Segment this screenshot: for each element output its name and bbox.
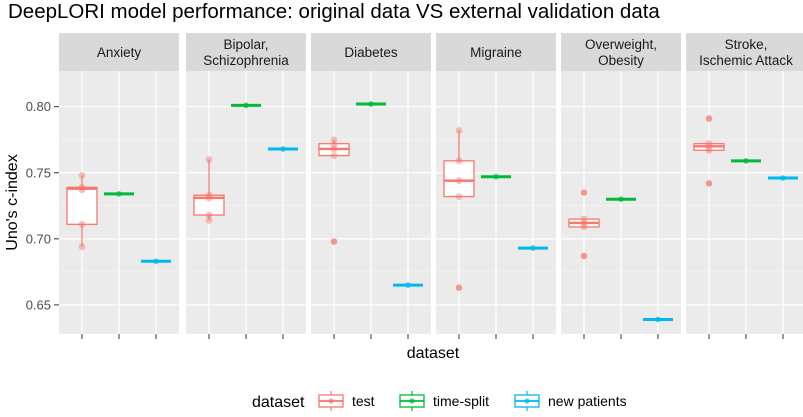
time_split-point (618, 196, 624, 202)
new_patients-point (530, 245, 536, 251)
facet-strip (561, 33, 681, 71)
facet-label: Schizophrenia (203, 53, 289, 68)
new_patients-point (153, 258, 159, 265)
test-point (330, 136, 338, 144)
test-point (330, 141, 338, 149)
box-outlier (331, 238, 337, 245)
test-point (705, 179, 713, 187)
box-outlier (456, 284, 462, 291)
test-point (580, 215, 588, 223)
y-tick-label: 0.80 (26, 99, 51, 114)
legend-label: time-split (433, 393, 489, 409)
facet-strip (436, 33, 556, 71)
time_split-point (243, 102, 249, 109)
test-point (455, 193, 463, 200)
new_patients-point (405, 282, 411, 288)
y-axis-title: Uno's c-index (4, 154, 21, 250)
new_patients-point (280, 146, 286, 152)
facet-strip (686, 33, 803, 71)
facet-label: Migraine (470, 45, 522, 60)
time_split-point (493, 173, 499, 180)
test-point (78, 243, 86, 251)
y-tick-label: 0.70 (26, 231, 51, 246)
test-point (455, 177, 463, 185)
test-point (580, 189, 588, 196)
legend-key-point (409, 398, 415, 404)
test-point (455, 127, 463, 134)
test-point (78, 172, 86, 179)
facet-label: Diabetes (344, 45, 398, 60)
facet-strip (186, 33, 306, 71)
test-point (205, 156, 213, 163)
test-point (78, 220, 86, 228)
facet-label: Ischemic Attack (699, 53, 793, 68)
test-point (78, 183, 86, 191)
legend-key-point (328, 398, 334, 404)
time_split-point (116, 191, 122, 197)
test-point (205, 194, 213, 202)
time_split-point (743, 158, 749, 164)
test-point (455, 157, 463, 165)
legend-label: new patients (548, 393, 627, 409)
test-point (705, 115, 713, 122)
box-outlier (706, 180, 712, 187)
box-iqr (443, 160, 475, 198)
x-axis-title: dataset (407, 345, 460, 362)
box-iqr (193, 194, 225, 216)
test-point (705, 140, 713, 148)
y-tick-label: 0.75 (26, 165, 51, 180)
test-point (580, 219, 588, 227)
box-iqr (66, 186, 98, 225)
legend-key-point (524, 398, 530, 404)
test-point (705, 146, 713, 154)
time_split-point (368, 101, 374, 107)
facet-panel (686, 71, 803, 334)
test-point (330, 152, 338, 159)
facet-strip (59, 33, 179, 71)
new_patients-point (655, 316, 661, 323)
facet-label: Obesity (598, 53, 644, 68)
legend-label: test (352, 393, 375, 409)
chart-title: DeepLORI model performance: original dat… (8, 0, 660, 23)
box-outlier (581, 189, 587, 196)
test-point (705, 142, 713, 150)
test-point (580, 223, 588, 231)
test-point (78, 186, 86, 194)
test-point (205, 211, 213, 219)
test-point (205, 216, 213, 224)
legend-title: dataset (252, 394, 305, 411)
facet-label: Bipolar, (223, 37, 268, 52)
facet-strip (311, 33, 431, 71)
test-point (330, 145, 338, 153)
facet-label: Anxiety (97, 45, 142, 60)
new_patients-point (780, 175, 786, 181)
facet-label: Overweight, (585, 37, 657, 52)
box-outlier (581, 253, 587, 260)
test-point (580, 252, 588, 260)
test-point (330, 238, 338, 245)
test-point (205, 191, 213, 199)
facet-label: Stroke, (725, 37, 768, 52)
y-tick-label: 0.65 (26, 297, 51, 312)
box-outlier (706, 115, 712, 122)
test-point (455, 284, 463, 292)
